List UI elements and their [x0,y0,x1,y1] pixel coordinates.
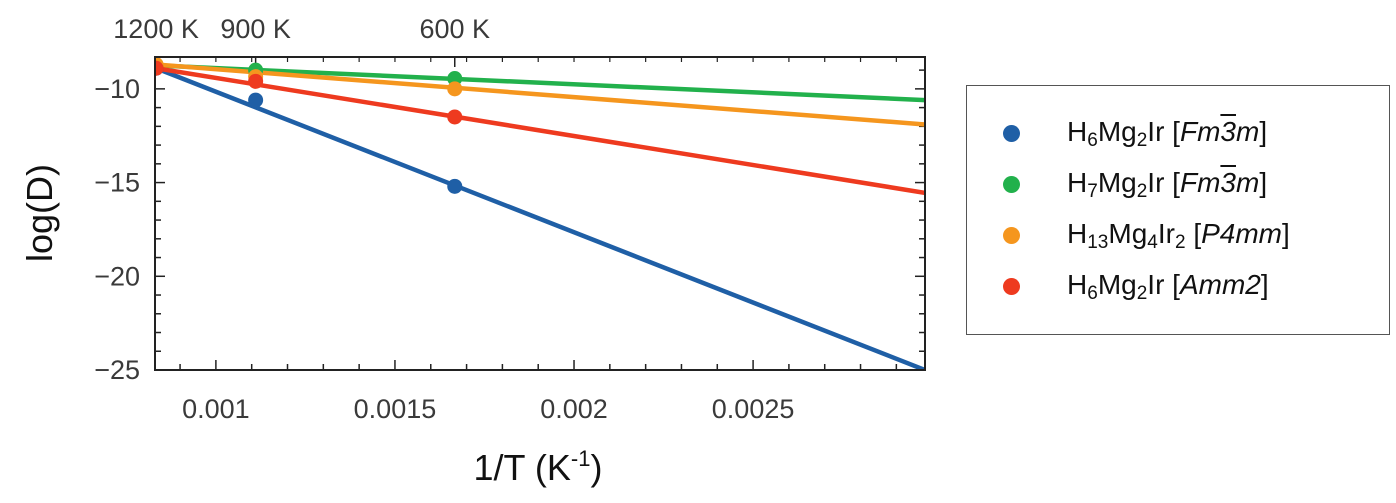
data-point-3 [248,73,264,89]
legend-marker [1003,227,1020,244]
diffusion-chart: 0.001 0.0015 0.002 0.0025 1200 K 900 K 600 K −1… [19,14,926,488]
legend-label: H6Mg2Ir [Amm2] [1067,269,1269,304]
legend-label: H13Mg4Ir2 [P4mm] [1067,218,1290,253]
x-tick-label: 0.0015 [354,394,437,424]
legend-label: H6Mg2Ir [Fm3m] [1067,116,1268,151]
legend-marker [1003,176,1020,193]
y-tick-label: −25 [94,355,140,385]
tick-labels: 0.001 0.0015 0.002 0.0025 1200 K 900 K 600 K −1… [94,14,794,424]
top-tick-label: 900 K [220,14,291,44]
fit-line-0 [155,65,925,370]
data-point-0 [447,178,463,194]
fit-lines [155,62,925,370]
x-tick-label: 0.001 [182,394,250,424]
legend-marker [1003,278,1020,295]
fit-line-1 [155,63,925,103]
y-tick-label: −10 [94,74,140,104]
legend-item: H6Mg2Ir [Fm3m] [967,108,1389,158]
x-axis-label: 1/T (K-1) [474,446,603,488]
legend: H6Mg2Ir [Fm3m] H7Mg2Ir [Fm3m] H13Mg4Ir2 [P… [966,85,1390,335]
y-tick-label: −15 [94,168,140,198]
top-tick-label: 1200 K [113,14,199,44]
data-point-3 [447,109,463,125]
data-point-2 [447,81,463,97]
y-tick-label: −20 [94,261,140,291]
y-axis-label: log(D) [19,164,60,262]
legend-item: H6Mg2Ir [Amm2] [967,261,1389,311]
x-tick-label: 0.002 [540,394,608,424]
data-points [155,57,463,194]
legend-label: H7Mg2Ir [Fm3m] [1067,167,1268,202]
data-point-0 [248,92,264,108]
x-tick-label: 0.0025 [712,394,795,424]
plot-frame [154,56,926,371]
data-point-1 [447,71,463,87]
top-tick-label: 600 K [419,14,490,44]
fit-line-2 [155,62,925,127]
legend-item: H7Mg2Ir [Fm3m] [967,159,1389,209]
legend-marker [1003,125,1020,142]
data-point-3 [155,60,164,76]
legend-item: H13Mg4Ir2 [P4mm] [967,210,1389,260]
fit-line-3 [155,65,925,196]
